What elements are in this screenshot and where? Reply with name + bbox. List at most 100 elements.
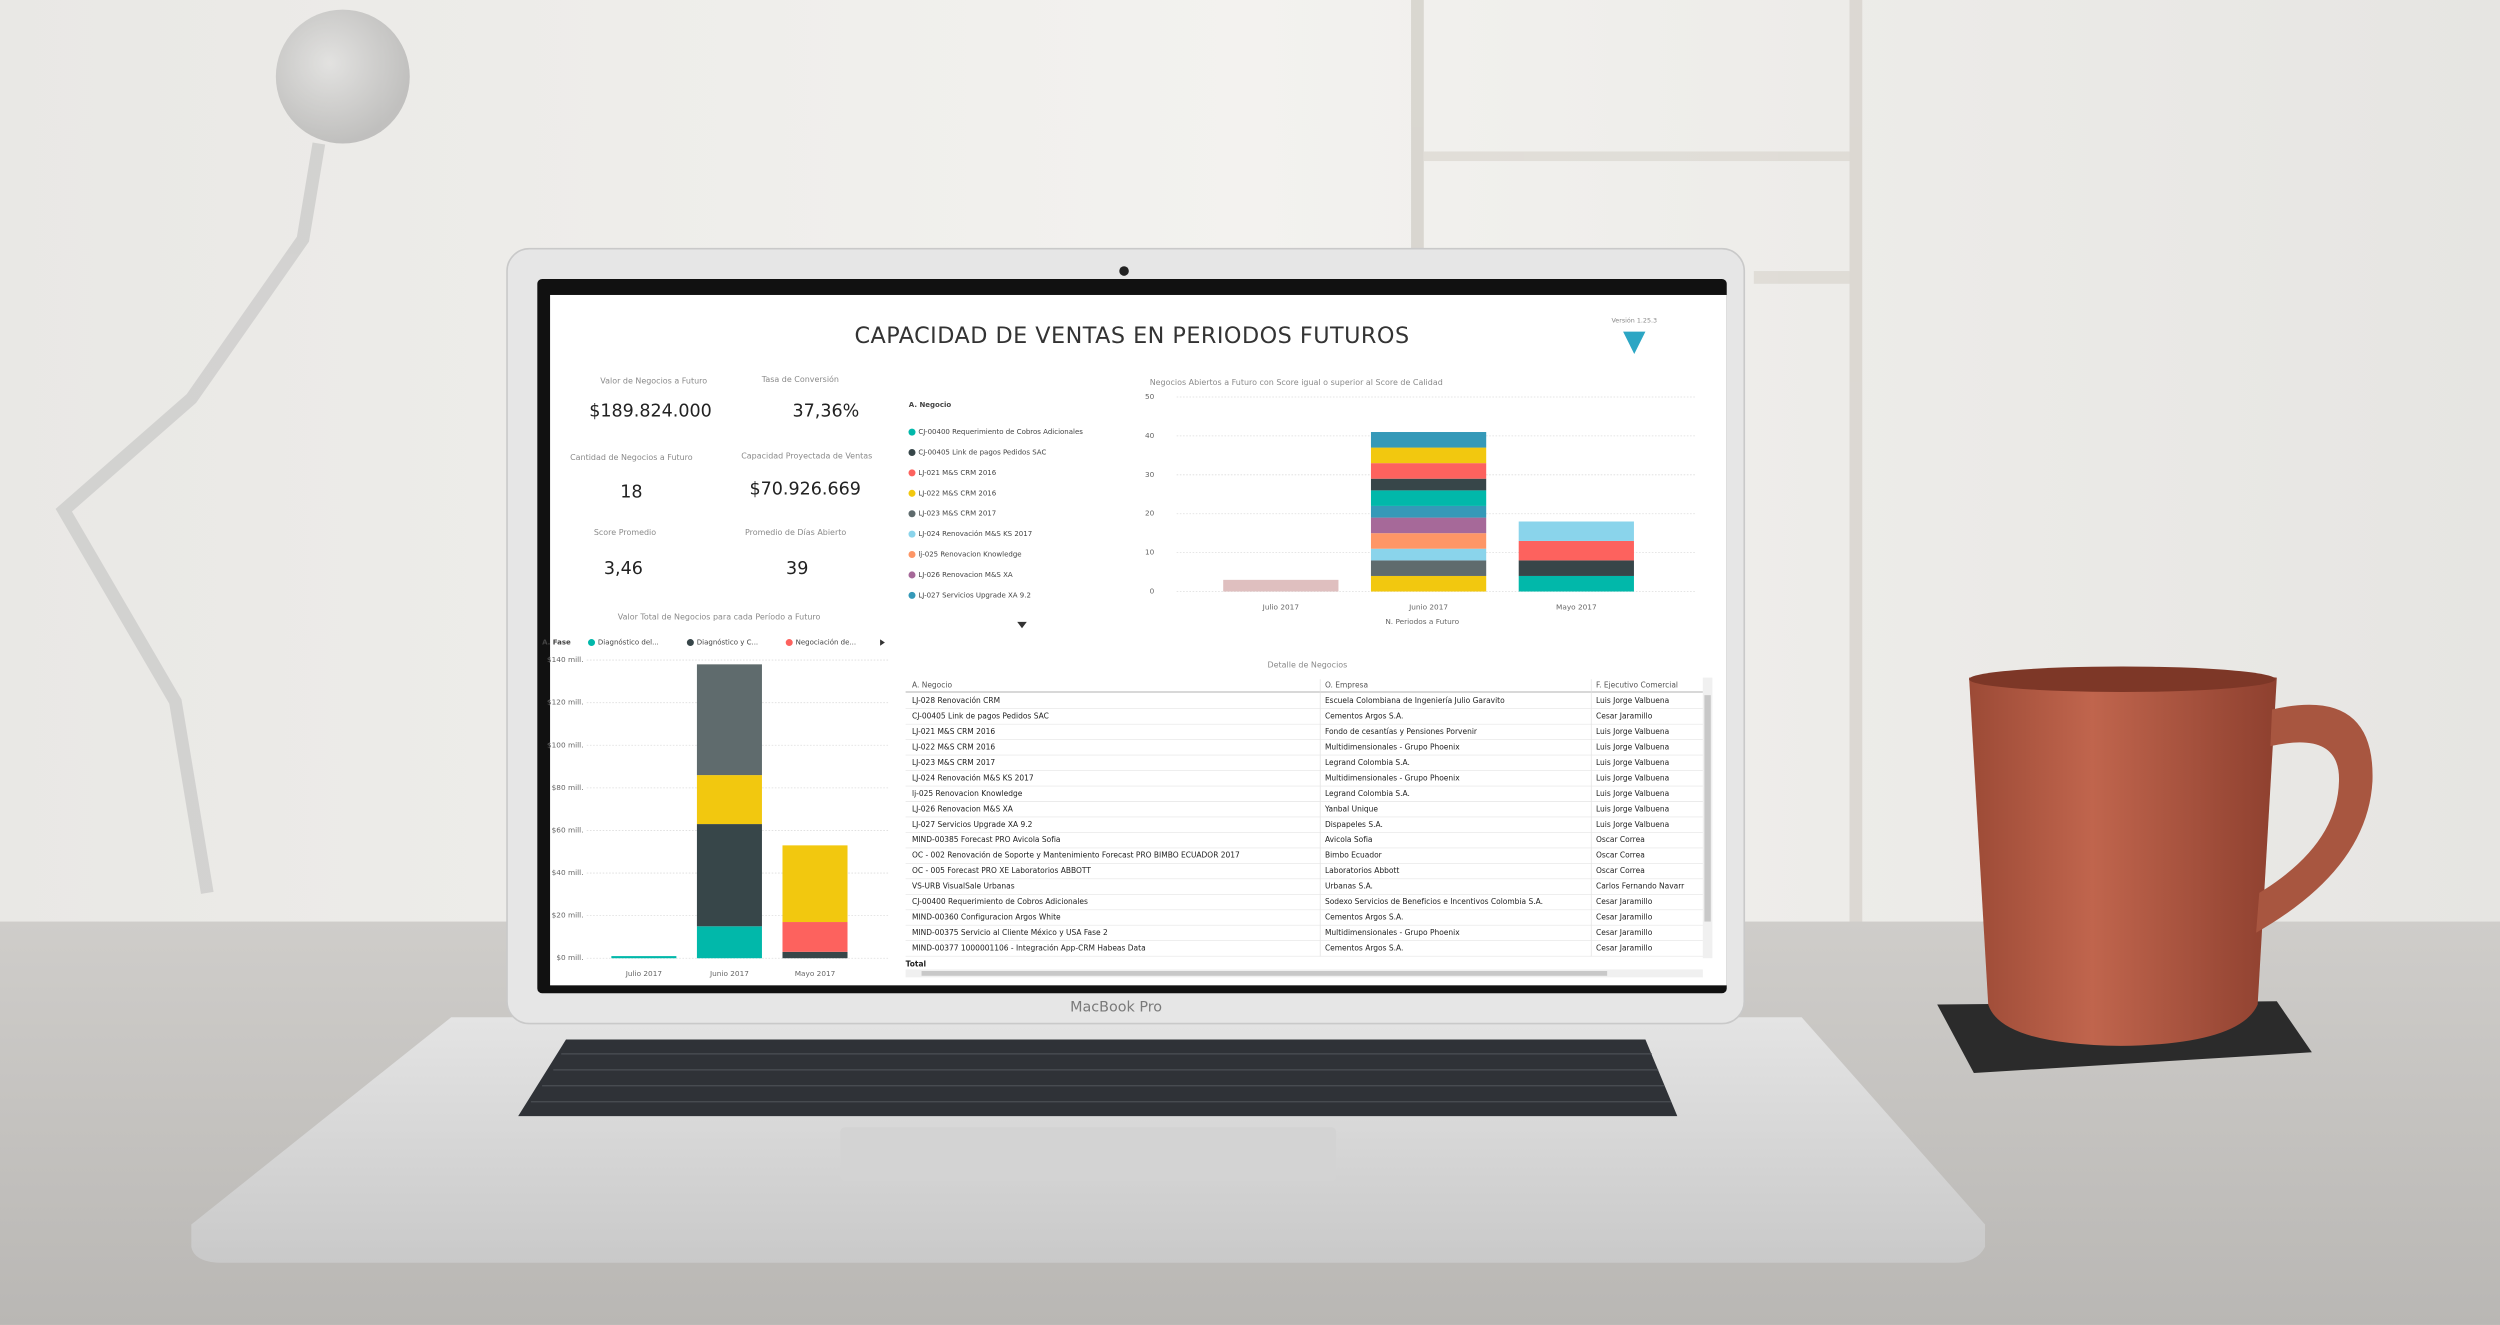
legend-label: CJ-00405 Link de pagos Pedidos SAC [918, 447, 1046, 456]
table-cell: LJ-021 M&S CRM 2016 [912, 727, 995, 736]
y-tick-label: $100 mill. [547, 740, 584, 749]
legend-scroll-arrow[interactable] [880, 639, 885, 646]
chart-title: Negocios Abiertos a Futuro con Score igu… [1150, 378, 1443, 387]
mug-rim [1969, 666, 2276, 692]
table-cell: LJ-027 Servicios Upgrade XA 9.2 [912, 820, 1033, 829]
x-tick-label: Julio 2017 [1262, 602, 1300, 611]
y-tick-label: 40 [1145, 431, 1155, 440]
bar-segment [696, 664, 762, 776]
table-cell: Oscar Correa [1596, 851, 1645, 860]
kpi-label: Promedio de Días Abierto [745, 528, 846, 537]
table-cell: Luis Jorge Valbuena [1596, 804, 1669, 813]
y-tick-label: $140 mill. [547, 655, 584, 664]
column-header: A. Negocio [912, 681, 952, 690]
laptop-label: MacBook Pro [1070, 1000, 1162, 1016]
legend-label: Negociación de... [796, 638, 857, 647]
bar-segment [782, 951, 848, 959]
kpi-value: $189.824.000 [589, 401, 712, 421]
bar-segment [611, 956, 677, 959]
table-cell: Cesar Jaramillo [1596, 712, 1653, 721]
scrollbar-thumb[interactable] [1704, 695, 1711, 922]
legend-swatch [908, 530, 916, 538]
legend-label: LJ-024 Renovación M&S KS 2017 [918, 529, 1032, 538]
legend-label: lj-025 Renovacion Knowledge [918, 550, 1021, 559]
bar-segment [1370, 575, 1487, 592]
y-tick-label: $0 mill. [556, 953, 583, 962]
legend-label: Diagnóstico y C... [697, 638, 758, 647]
table-cell: Luis Jorge Valbuena [1596, 789, 1669, 798]
legend-swatch [785, 639, 793, 647]
y-tick-label: $120 mill. [547, 698, 584, 707]
bar-segment [1370, 533, 1487, 549]
logo [1623, 331, 1646, 354]
bar-segment [1370, 548, 1487, 561]
bar-segment [1370, 505, 1487, 518]
mug [1969, 669, 2277, 1046]
bar-segment [1370, 490, 1487, 506]
table-cell: Cementos Argos S.A. [1325, 712, 1403, 721]
x-tick-label: Julio 2017 [625, 969, 663, 978]
table-cell: MIND-00375 Servicio al Cliente México y … [912, 928, 1108, 937]
table-cell: Cementos Argos S.A. [1325, 944, 1403, 953]
legend-label: CJ-00400 Requerimiento de Cobros Adicion… [918, 427, 1083, 436]
table-cell: Luis Jorge Valbuena [1596, 727, 1669, 736]
table-cell: Luis Jorge Valbuena [1596, 758, 1669, 767]
legend-label: LJ-027 Servicios Upgrade XA 9.2 [918, 590, 1031, 599]
table-cell: Multidimensionales - Grupo Phoenix [1325, 928, 1460, 937]
y-tick-label: $80 mill. [552, 783, 584, 792]
legend-swatch [686, 639, 694, 647]
table-cell: Cesar Jaramillo [1596, 928, 1653, 937]
bar-segment [696, 926, 762, 959]
table-cell: Cesar Jaramillo [1596, 944, 1653, 953]
bar-segment [1223, 579, 1339, 592]
bar-segment [696, 775, 762, 825]
legend-swatch [908, 428, 916, 436]
legend-label: LJ-026 Renovacion M&S XA [918, 570, 1013, 579]
bar-segment [1518, 540, 1634, 561]
bar-segment [1370, 478, 1487, 491]
table-cell: Sodexo Servicios de Beneficios e Incenti… [1325, 897, 1543, 906]
y-tick-label: 0 [1150, 587, 1155, 596]
table-cell: Bimbo Ecuador [1325, 851, 1383, 860]
scrollbar-thumb[interactable] [921, 970, 1608, 976]
table-cell: Cementos Argos S.A. [1325, 913, 1403, 922]
bar-segment [782, 922, 848, 952]
bar-segment [782, 845, 848, 923]
legend-title: A. Fase [542, 638, 571, 647]
table-cell: Oscar Correa [1596, 866, 1645, 875]
table-cell: Multidimensionales - Grupo Phoenix [1325, 773, 1460, 782]
x-tick-label: Junio 2017 [709, 969, 749, 978]
legend-swatch [908, 591, 916, 599]
mug-handle [2256, 704, 2373, 933]
dashboard-title: CAPACIDAD DE VENTAS EN PERIODOS FUTUROS [854, 323, 1409, 349]
table-total: Total [906, 960, 926, 969]
table-cell: Luis Jorge Valbuena [1596, 820, 1669, 829]
legend-scroll-arrow[interactable] [1017, 621, 1027, 629]
kpi-label: Cantidad de Negocios a Futuro [570, 453, 693, 462]
y-tick-label: $40 mill. [552, 868, 584, 877]
kpi-value: 3,46 [604, 559, 643, 579]
table-cell: Luis Jorge Valbuena [1596, 773, 1669, 782]
legend-swatch [908, 489, 916, 497]
legend-label: Diagnóstico del... [598, 638, 659, 647]
table-cell: MIND-00360 Configuracion Argos White [912, 913, 1061, 922]
kpi-label: Tasa de Conversión [761, 374, 839, 384]
trackpad [840, 1127, 1337, 1182]
keyboard-rows [530, 1053, 1671, 1103]
table-cell: OC - 002 Renovación de Soporte y Manteni… [912, 851, 1240, 860]
legend-swatch [908, 571, 916, 579]
legend-title: A. Negocio [909, 400, 952, 409]
y-tick-label: 30 [1145, 470, 1155, 479]
table-cell: MIND-00377 1000001106 - Integración App-… [912, 944, 1146, 953]
table-cell: LJ-023 M&S CRM 2017 [912, 758, 995, 767]
table-cell: Oscar Correa [1596, 835, 1645, 844]
version: Versión 1.25.3 [1611, 316, 1657, 324]
legend-label: LJ-021 M&S CRM 2016 [918, 468, 996, 477]
table-cell: CJ-00405 Link de pagos Pedidos SAC [912, 712, 1049, 721]
x-tick-label: Mayo 2017 [795, 969, 836, 978]
bar-segment [1370, 432, 1487, 448]
table-cell: LJ-028 Renovación CRM [912, 696, 1000, 705]
legend-swatch [908, 448, 916, 456]
column-header: F. Ejecutivo Comercial [1596, 681, 1678, 690]
